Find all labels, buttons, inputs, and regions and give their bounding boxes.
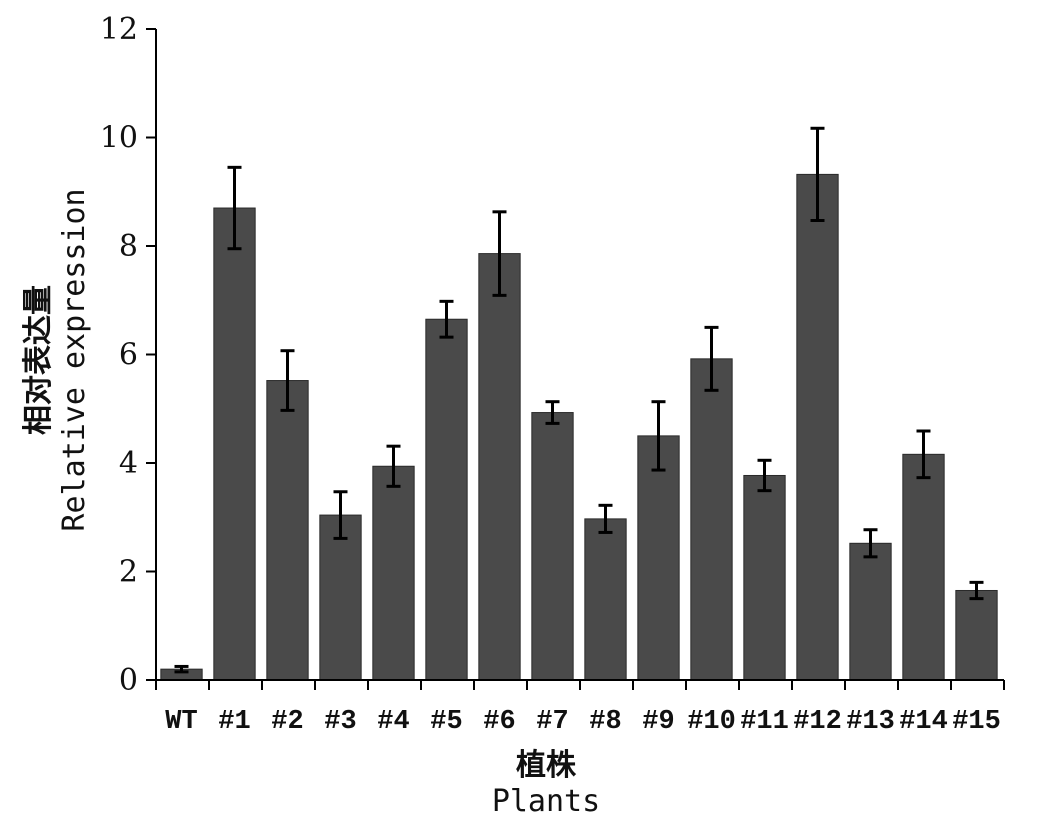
y-tick-label: 4 [119,446,138,481]
error-bar-#3 [333,490,348,540]
x-tick-label-#8: #8 [589,707,621,737]
error-bar-#8 [598,503,613,534]
bar-#9 [637,435,680,681]
bar-#4 [372,465,415,681]
x-ticks-group: WT #1 #2 #3 #4 #5 #6 #7 #8 #9 #10 #11 #12 #13 #14 #15 [165,680,1005,737]
error-bar-#9 [651,400,666,472]
bar-#15 [955,589,998,681]
bar-#3 [319,514,362,681]
x-axis-label-cn: 植株 [516,748,577,783]
x-tick-label-#10: #10 [687,707,736,737]
bar-#14 [902,453,945,681]
error-bar-#15 [969,580,984,601]
y-tick-label: 6 [119,338,138,373]
x-tick-label-#2: #2 [271,707,303,737]
y-tick-label: 0 [119,663,138,698]
error-bar-#1 [227,165,242,251]
x-tick-label-#6: #6 [483,707,515,737]
y-axis-label: Relative expression [57,188,92,531]
error-bar-#13 [863,528,878,559]
error-bars-group [174,126,984,674]
bar-#2 [266,380,309,681]
bar-#11 [743,474,786,681]
error-bar-#6 [492,210,507,297]
y-axis-label-cn: 相对表达量 [21,285,56,435]
y-tick-label: 12 [100,12,138,47]
x-tick-label-#3: #3 [324,707,356,737]
error-bar-#14 [916,429,931,480]
bar-#13 [849,542,892,681]
error-bar-#7 [545,400,560,425]
bar-#1 [213,207,256,681]
x-tick-label-#1: #1 [218,707,250,737]
error-bar-WT [174,664,189,674]
axes-group [146,29,1004,690]
error-bar-#5 [439,299,454,339]
bar-#8 [584,518,627,681]
error-bar-#11 [757,458,772,493]
bar-#7 [531,412,574,681]
x-tick-label-#11: #11 [740,707,789,737]
bar-#6 [478,253,521,681]
x-tick-label-#9: #9 [642,707,674,737]
bars-group [160,173,998,681]
x-tick-label-#7: #7 [536,707,568,737]
error-bar-#12 [810,126,825,223]
bar-#5 [425,318,468,681]
y-tick-label: 10 [100,121,138,156]
error-bar-#10 [704,325,719,392]
bar-#12 [796,173,839,681]
error-bar-#2 [280,349,295,412]
x-axis-label: Plants [492,784,600,819]
x-tick-label-#12: #12 [793,707,842,737]
bar-#10 [690,358,733,681]
y-tick-label: 8 [119,229,138,264]
x-tick-label-#5: #5 [430,707,462,737]
error-bar-#4 [386,444,401,488]
x-tick-label-WT: WT [165,707,197,737]
y-ticks-group: 0 2 4 6 8 10 12 [100,12,156,698]
x-tick-label-#13: #13 [846,707,895,737]
x-tick-label-#4: #4 [377,707,409,737]
y-tick-label: 2 [119,555,138,590]
x-tick-label-#15: #15 [952,707,1001,737]
x-tick-label-#14: #14 [899,707,948,737]
